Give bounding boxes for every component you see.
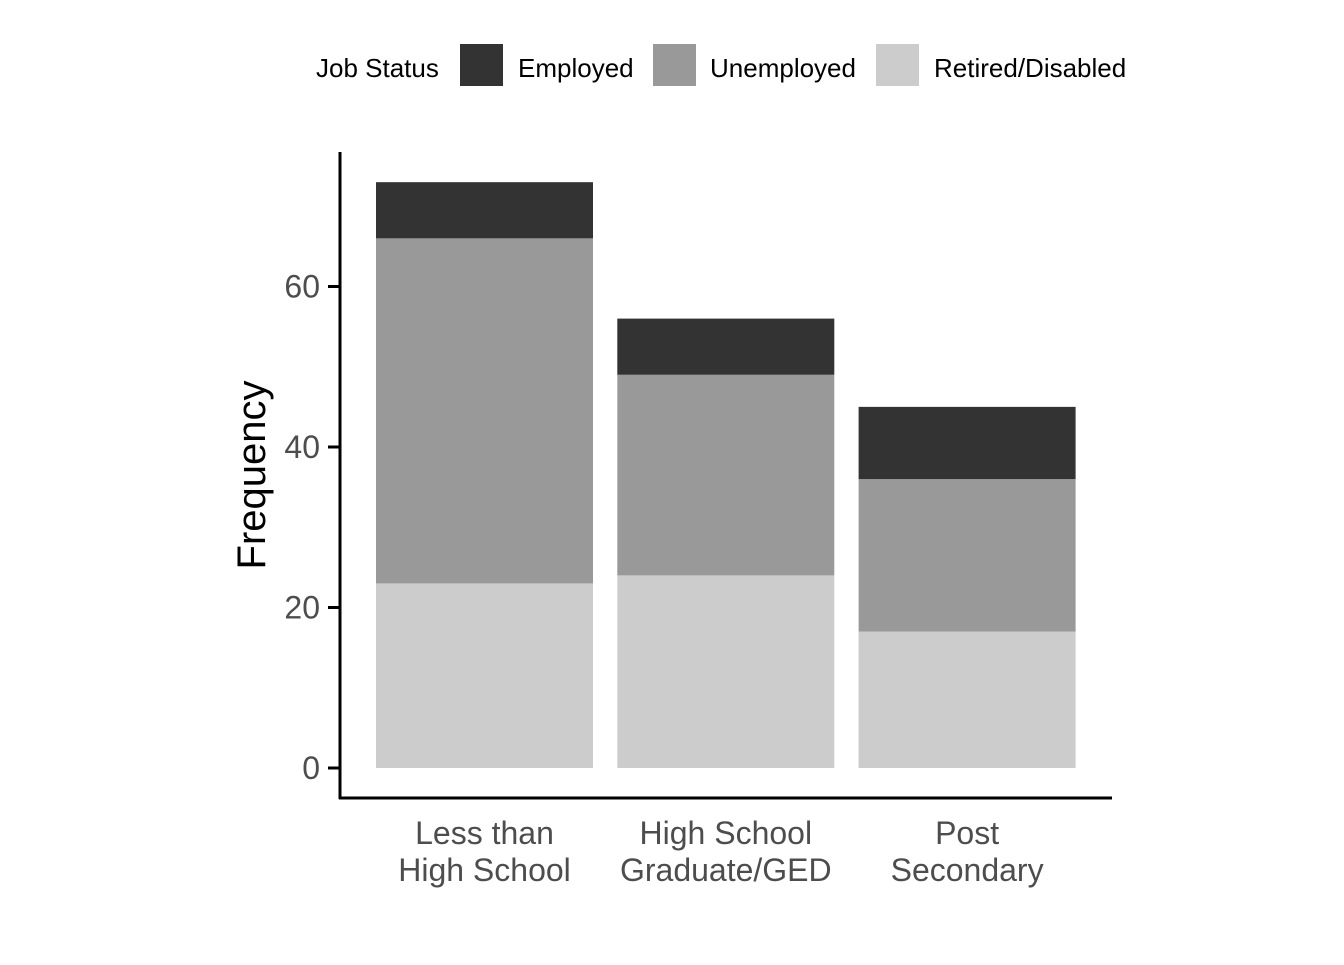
bar-segment-retired-disabled-1: [617, 575, 835, 768]
bar-segment-retired-disabled-2: [858, 631, 1076, 768]
legend-title: Job Status: [316, 53, 439, 83]
y-tick-label: 40: [284, 429, 320, 465]
y-tick-label: 0: [302, 750, 320, 786]
y-tick-label: 60: [284, 269, 320, 305]
x-tick-label: Less than High School: [398, 815, 571, 888]
bar-segment-retired-disabled-0: [376, 583, 593, 768]
y-tick-label: 20: [284, 590, 320, 626]
legend-key-retired-disabled: [876, 44, 919, 86]
bar-segment-unemployed-1: [617, 374, 835, 576]
legend: Job Status Employed Unemployed Retired/Dis…: [316, 44, 1126, 86]
bar-segment-unemployed-0: [376, 238, 593, 584]
bar-segment-employed-2: [858, 406, 1076, 480]
legend-label: Employed: [518, 53, 634, 83]
x-tick-label: Post Secondary: [891, 815, 1044, 888]
y-axis-title: Frequency: [230, 381, 274, 570]
legend-label: Unemployed: [710, 53, 856, 83]
legend-label: Retired/Disabled: [934, 53, 1126, 83]
axes: [338, 152, 1112, 800]
x-tick-labels: Less than High School High School Graduate/…: [398, 815, 1043, 888]
bar-segment-employed-0: [376, 182, 593, 239]
bar-segment-employed-1: [617, 318, 835, 375]
bar-segment-unemployed-2: [858, 479, 1076, 632]
y-ticks: 0 20 40 60: [284, 269, 340, 786]
legend-key-employed: [460, 44, 503, 86]
x-tick-label: High School Graduate/GED: [620, 815, 832, 888]
bars: [376, 182, 1076, 768]
legend-key-unemployed: [653, 44, 696, 86]
